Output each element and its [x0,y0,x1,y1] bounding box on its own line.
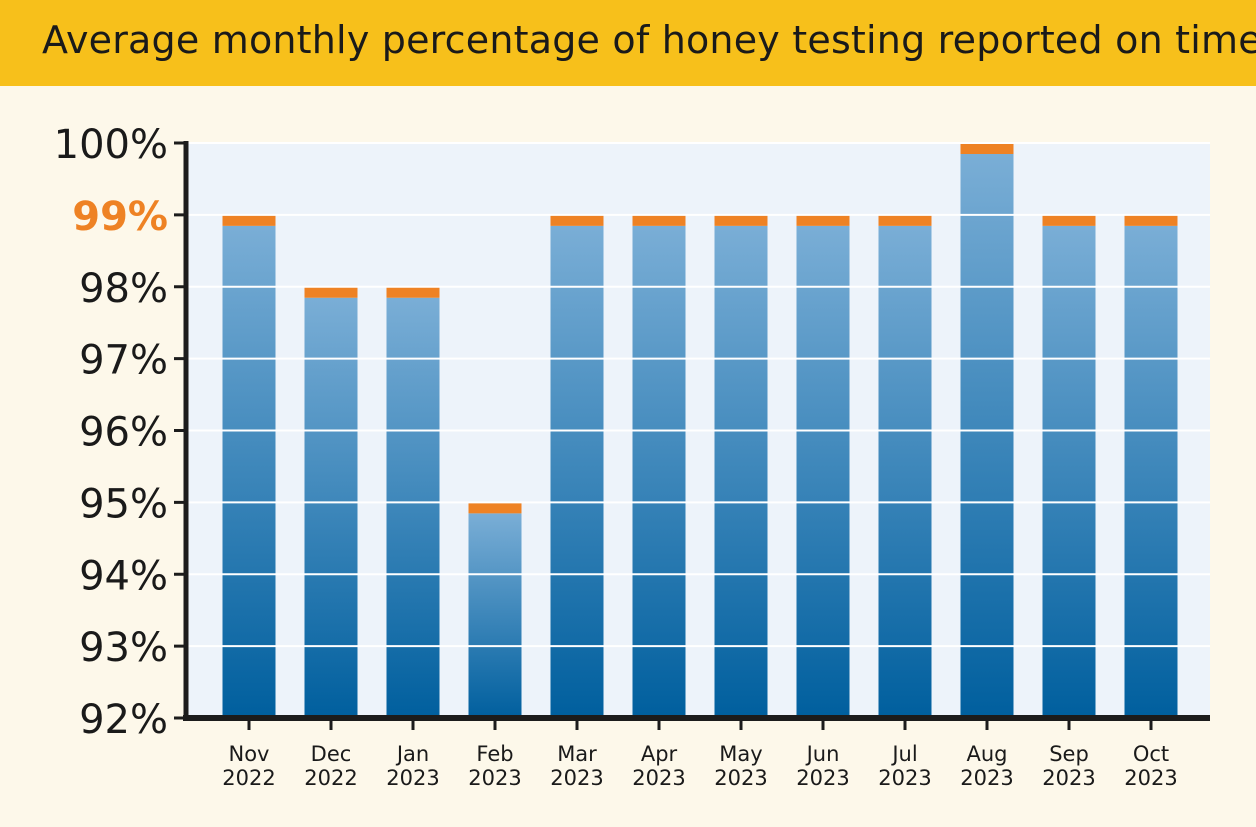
bars [222,143,1178,718]
title-banner: Average monthly percentage of honey test… [0,0,1256,86]
chart-title: Average monthly percentage of honey test… [42,18,1256,62]
bar-may-2023 [714,225,768,718]
bar-jun-2023 [796,225,850,718]
x-tick-label-aug-2023: Aug 2023 [960,742,1013,790]
x-tick-label-may-2023: May 2023 [714,742,767,790]
bar-cap-aug-2023 [960,143,1014,154]
bar-nov-2022 [222,225,276,718]
x-tick-label-jan-2023: Jan 2023 [386,742,439,790]
bar-cap-apr-2023 [632,214,686,226]
bar-apr-2023 [632,225,686,718]
bar-cap-jan-2023 [386,286,440,298]
bar-cap-feb-2023 [468,502,522,514]
bar-jan-2023 [386,297,440,718]
x-tick-label-sep-2023: Sep 2023 [1042,742,1095,790]
x-tick-label-jun-2023: Jun 2023 [796,742,849,790]
y-tick-label-95: 95% [79,481,168,527]
bar-jul-2023 [878,225,932,718]
x-tick-label-mar-2023: Mar 2023 [550,742,603,790]
x-tick-label-oct-2023: Oct 2023 [1124,742,1177,790]
axes [174,141,1210,730]
bar-oct-2023 [1124,225,1178,718]
y-tick-label-93: 93% [79,625,168,671]
x-tick-label-feb-2023: Feb 2023 [468,742,521,790]
bar-cap-jun-2023 [796,214,850,226]
y-tick-label-98: 98% [79,266,168,312]
y-tick-label-94: 94% [79,553,168,599]
y-tick-labels: 92% 93% 94% 95% 96% 97% 98% 99% 100% [54,122,168,743]
bar-cap-dec-2022 [304,286,358,298]
bar-cap-jul-2023 [878,214,932,226]
bar-mar-2023 [550,225,604,718]
bar-cap-oct-2023 [1124,214,1178,226]
x-tick-label-dec-2022: Dec 2022 [304,742,357,790]
bar-cap-nov-2022 [222,214,276,226]
y-tick-label-97: 97% [79,338,168,384]
y-tick-label-99: 99% [72,194,168,240]
bar-cap-mar-2023 [550,214,604,226]
bar-sep-2023 [1042,225,1096,718]
y-tick-label-92: 92% [79,697,168,743]
x-tick-label-nov-2022: Nov 2022 [222,742,275,790]
gridlines [186,142,1210,648]
y-tick-label-96: 96% [79,410,168,456]
bar-dec-2022 [304,297,358,718]
x-tick-labels: Nov 2022 Dec 2022 Jan 2023 Feb 2023 Mar 2023 Apr 20… [222,742,1177,790]
x-tick-label-jul-2023: Jul 2023 [878,742,931,790]
bar-cap-may-2023 [714,214,768,226]
x-tick-label-apr-2023: Apr 2023 [632,742,685,790]
bar-aug-2023 [960,154,1014,718]
bar-cap-sep-2023 [1042,214,1096,226]
bar-feb-2023 [468,513,522,718]
y-tick-label-100: 100% [54,122,168,168]
